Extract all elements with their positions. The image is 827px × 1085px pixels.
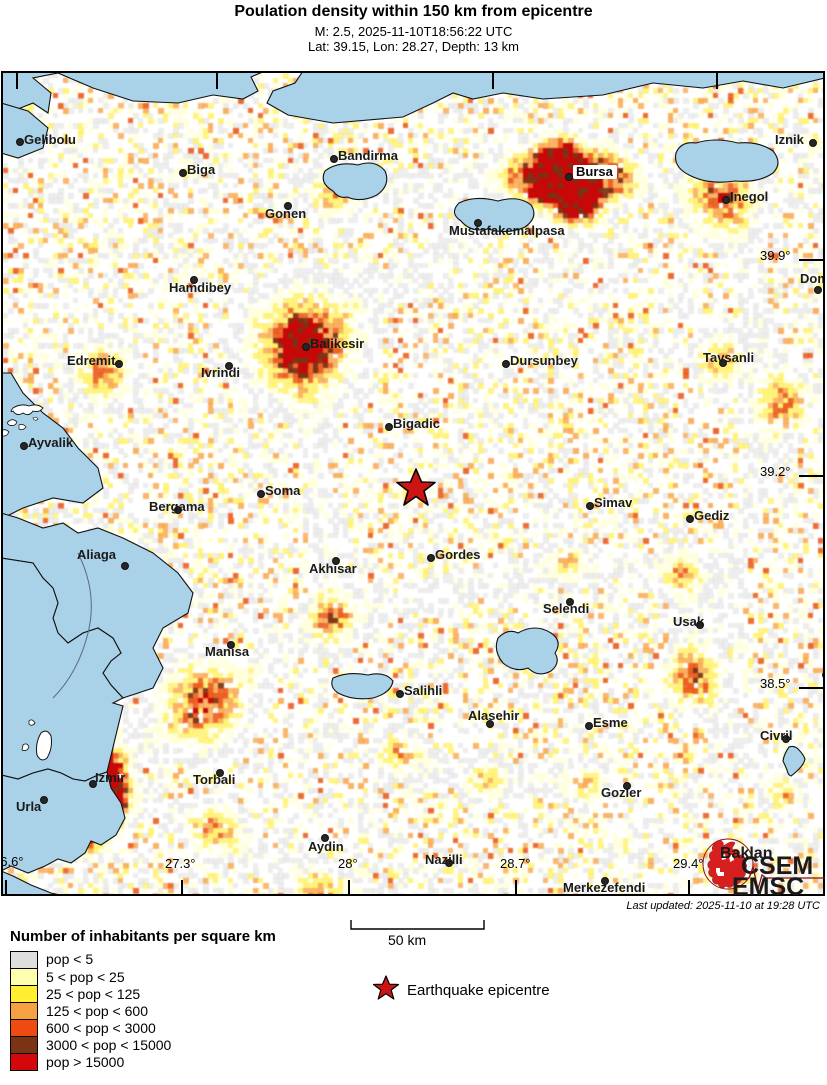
svg-text:EMSC: EMSC	[732, 873, 804, 896]
